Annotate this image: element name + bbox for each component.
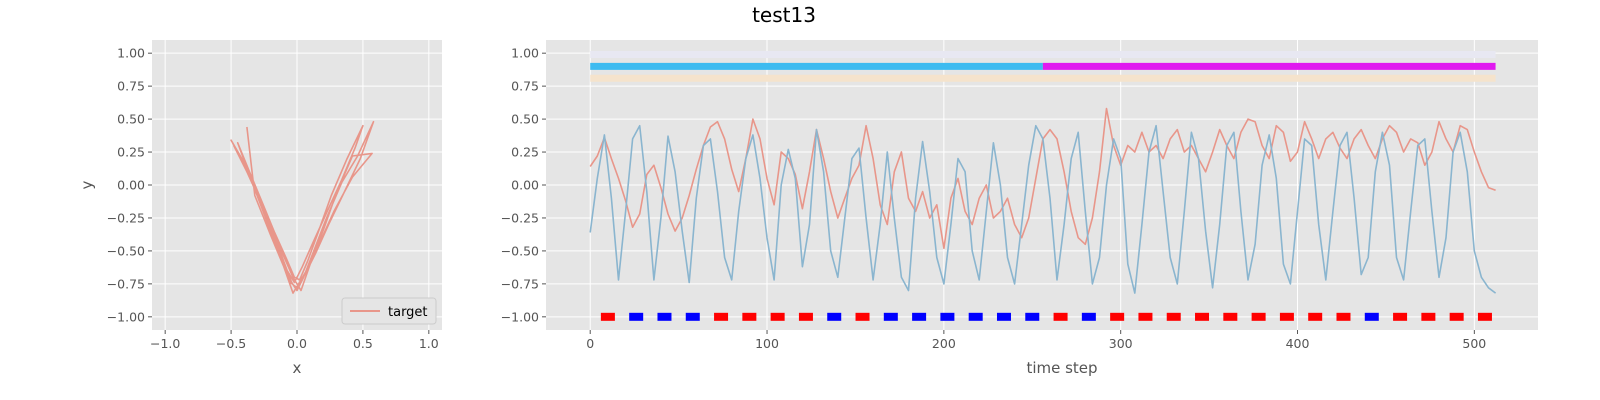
- y-tick-label: −0.75: [501, 276, 539, 291]
- left-y-axis-label: y: [78, 180, 96, 189]
- x-tick-label: 400: [1286, 336, 1310, 351]
- x-tick-label: 1.0: [419, 336, 439, 351]
- event-marker: [1166, 312, 1181, 321]
- event-marker: [912, 312, 927, 321]
- event-marker: [1477, 312, 1492, 321]
- event-marker: [1195, 312, 1210, 321]
- right-series-layer: [589, 107, 1497, 294]
- event-marker: [996, 312, 1011, 321]
- y-tick-label: 1.00: [117, 46, 145, 61]
- y-tick-label: 0.25: [511, 145, 539, 160]
- x-tick-label: 100: [755, 336, 779, 351]
- x-tick-label: 0.5: [353, 336, 373, 351]
- x-tick-label: 200: [932, 336, 956, 351]
- event-marker: [1308, 312, 1323, 321]
- x-tick-label: −0.5: [216, 336, 246, 351]
- left-x-ticks: −1.0 −0.5 0.0 0.5 1.0: [150, 330, 439, 351]
- event-marker: [1025, 312, 1040, 321]
- x-tick-label: 0.0: [287, 336, 307, 351]
- series-line: [589, 124, 1497, 294]
- series-line: [230, 120, 375, 294]
- legend-label-target: target: [388, 305, 428, 320]
- event-marker: [1364, 312, 1379, 321]
- event-marker: [629, 312, 644, 321]
- right-status-bands: [590, 51, 1496, 82]
- event-marker: [1449, 312, 1464, 321]
- event-marker: [657, 312, 672, 321]
- y-tick-label: −1.00: [501, 309, 539, 324]
- y-tick-label: −1.00: [107, 309, 145, 324]
- event-marker: [685, 312, 700, 321]
- y-tick-label: −0.50: [501, 243, 539, 258]
- event-marker: [827, 312, 842, 321]
- figure-title: test13: [752, 3, 816, 27]
- event-marker: [940, 312, 955, 321]
- y-tick-label: 0.75: [511, 79, 539, 94]
- right-x-axis-label: time step: [1026, 359, 1097, 377]
- event-marker: [600, 312, 615, 321]
- left-chart: −1.0 −0.5 0.0 0.5 1.0 −1.00 −0.75 −0.50 −0.25 0.…: [78, 40, 442, 377]
- x-tick-label: 500: [1462, 336, 1486, 351]
- y-tick-label: −0.50: [107, 243, 145, 258]
- right-y-ticks: −1.00 −0.75 −0.50 −0.25 0.00 0.25 0.50 0.75 1.00: [501, 46, 546, 324]
- right-x-ticks: 0 100 200 300 400 500: [586, 330, 1486, 351]
- y-tick-label: 0.50: [117, 112, 145, 127]
- y-tick-label: 1.00: [511, 46, 539, 61]
- right-event-markers: [600, 312, 1492, 321]
- left-series-layer: [230, 120, 375, 294]
- event-marker: [1223, 312, 1238, 321]
- left-legend: target: [341, 297, 437, 325]
- x-tick-label: 0: [586, 336, 594, 351]
- event-marker: [1251, 312, 1266, 321]
- event-marker: [883, 312, 898, 321]
- event-marker: [1421, 312, 1436, 321]
- legend-box: [341, 297, 437, 325]
- event-marker: [770, 312, 785, 321]
- y-tick-label: 0.50: [511, 112, 539, 127]
- event-marker: [742, 312, 757, 321]
- y-tick-label: −0.25: [107, 210, 145, 225]
- event-marker: [798, 312, 813, 321]
- x-tick-label: −1.0: [150, 336, 180, 351]
- x-tick-label: 300: [1109, 336, 1133, 351]
- event-marker: [1393, 312, 1408, 321]
- y-tick-label: 0.00: [117, 178, 145, 193]
- left-gridlines: [152, 40, 442, 330]
- event-marker: [1336, 312, 1351, 321]
- y-tick-label: 0.75: [117, 79, 145, 94]
- event-marker: [1081, 312, 1096, 321]
- left-x-axis-label: x: [293, 359, 302, 377]
- y-tick-label: 0.25: [117, 145, 145, 160]
- event-marker: [1279, 312, 1294, 321]
- y-tick-label: −0.75: [107, 276, 145, 291]
- right-chart: 0 100 200 300 400 500 −1.00 −0.75 −0.50 −0.25 0.0…: [501, 40, 1538, 377]
- event-marker: [714, 312, 729, 321]
- event-marker: [855, 312, 870, 321]
- event-marker: [1110, 312, 1125, 321]
- event-marker: [1053, 312, 1068, 321]
- event-marker: [1138, 312, 1153, 321]
- y-tick-label: 0.00: [511, 178, 539, 193]
- y-tick-label: −0.25: [501, 210, 539, 225]
- event-marker: [968, 312, 983, 321]
- left-y-ticks: −1.00 −0.75 −0.50 −0.25 0.00 0.25 0.50 0.75 1.00: [107, 46, 152, 324]
